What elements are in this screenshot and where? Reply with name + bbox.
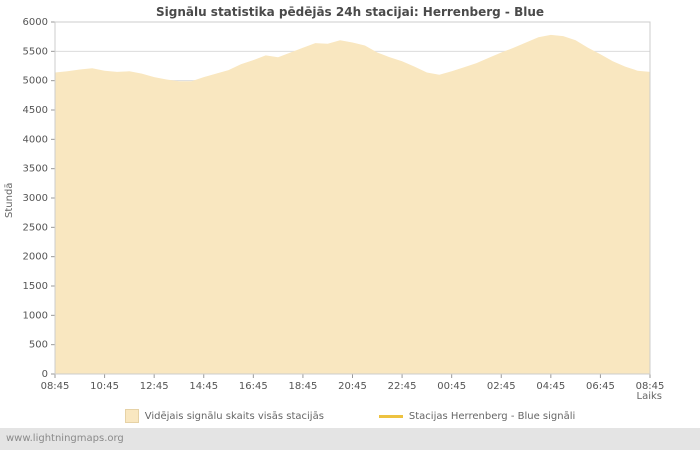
svg-text:06:45: 06:45	[586, 381, 615, 392]
svg-text:5000: 5000	[23, 76, 48, 87]
svg-text:18:45: 18:45	[289, 381, 318, 392]
svg-text:20:45: 20:45	[338, 381, 367, 392]
legend-label-average: Vidējais signālu skaits visās stacijās	[144, 410, 324, 422]
chart-title: Signālu statistika pēdējās 24h stacijai:…	[155, 5, 545, 19]
svg-text:00:45: 00:45	[437, 381, 466, 392]
svg-text:1000: 1000	[23, 310, 48, 321]
svg-text:4500: 4500	[23, 105, 48, 116]
svg-text:16:45: 16:45	[239, 381, 268, 392]
svg-text:2500: 2500	[23, 222, 48, 233]
svg-text:02:45: 02:45	[487, 381, 516, 392]
svg-text:10:45: 10:45	[90, 381, 119, 392]
svg-text:4000: 4000	[23, 134, 48, 145]
svg-text:500: 500	[29, 340, 48, 351]
svg-text:12:45: 12:45	[140, 381, 169, 392]
legend-label-station: Stacijas Herrenberg - Blue signāli	[408, 410, 576, 422]
svg-text:04:45: 04:45	[536, 381, 565, 392]
svg-text:22:45: 22:45	[388, 381, 417, 392]
y-axis-label: Stundā	[4, 182, 15, 218]
chart-legend: Vidējais signālu skaits visās stacijās S…	[0, 409, 700, 423]
svg-text:3500: 3500	[23, 164, 48, 175]
svg-text:3000: 3000	[23, 193, 48, 204]
legend-item-station: Stacijas Herrenberg - Blue signāli	[378, 410, 576, 422]
watermark-text: www.lightningmaps.org	[6, 433, 124, 444]
x-axis-label: Laiks	[636, 391, 662, 402]
area-swatch-icon	[124, 409, 139, 423]
svg-text:0: 0	[42, 369, 48, 380]
svg-text:08:45: 08:45	[41, 381, 70, 392]
svg-text:08:45: 08:45	[636, 381, 665, 392]
svg-text:14:45: 14:45	[189, 381, 218, 392]
line-swatch-icon	[378, 414, 403, 418]
svg-text:5500: 5500	[23, 46, 48, 57]
svg-text:1500: 1500	[23, 281, 48, 292]
svg-text:6000: 6000	[23, 17, 48, 28]
legend-item-average: Vidējais signālu skaits visās stacijās	[124, 409, 324, 423]
svg-text:2000: 2000	[23, 252, 48, 263]
watermark-bar: www.lightningmaps.org	[0, 428, 700, 450]
